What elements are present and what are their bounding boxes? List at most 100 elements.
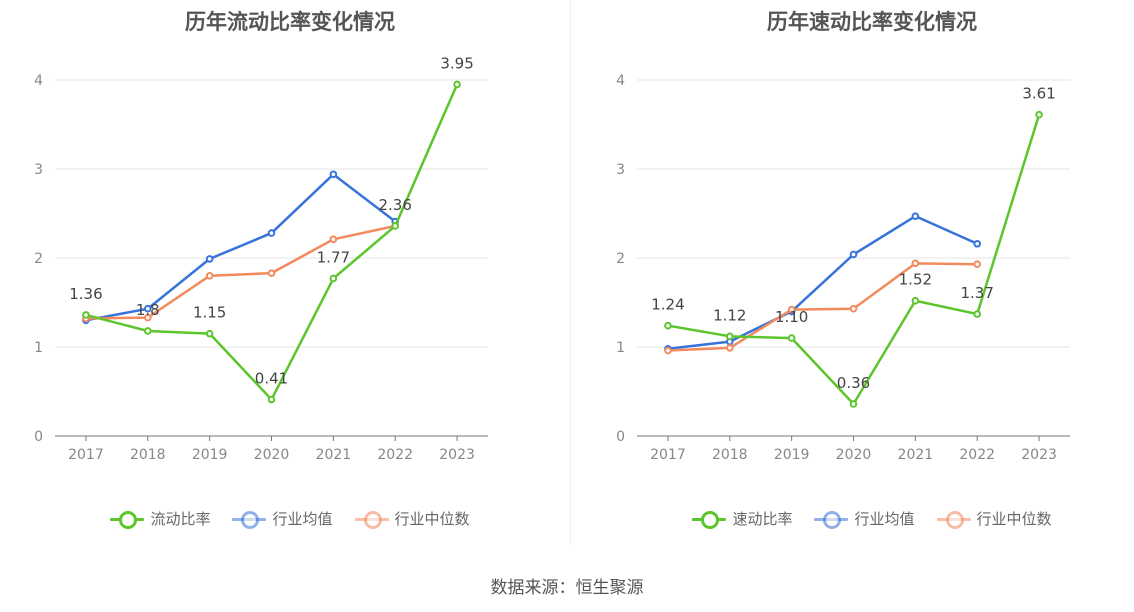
legend-item-industry-average[interactable]: 行业均值: [232, 508, 333, 529]
y-tick-label: 2: [616, 251, 625, 267]
data-label: 1.15: [193, 304, 226, 322]
data-point: [143, 304, 152, 313]
legend-item-current-ratio[interactable]: 流动比率: [110, 508, 210, 529]
data-label: 1.77: [317, 248, 350, 266]
chart-title: 历年速动比率变化情况: [767, 10, 977, 34]
x-tick-label: 2017: [68, 447, 104, 463]
legend-circle: [363, 510, 382, 529]
x-tick-label: 2021: [316, 447, 352, 463]
data-point: [911, 296, 920, 305]
data-point: [787, 305, 796, 314]
y-tick-label: 3: [616, 162, 625, 178]
data-point: [787, 334, 796, 342]
data-label: 3.95: [440, 54, 473, 72]
legend-label: 行业均值: [854, 510, 915, 528]
data-point: [1035, 110, 1043, 119]
data-point: [664, 321, 672, 330]
legend-marker-icon: [814, 510, 849, 529]
y-tick-label: 1: [34, 340, 43, 356]
legend-item-quick-ratio[interactable]: 速动比率: [692, 508, 792, 529]
data-point: [329, 235, 338, 244]
series-line: [667, 262, 978, 352]
chart-legend: 速动比率 行业均值 行业中位数: [592, 508, 1134, 529]
x-tick-label: 2023: [439, 447, 475, 463]
legend-label: 速动比率: [732, 510, 793, 528]
data-point: [329, 170, 338, 179]
x-tick-label: 2020: [836, 447, 872, 463]
chart-plot: 0 1 2 3 4 2017 2018 2019 2020 2021 2022 2023 1.36 1.8…: [34, 54, 488, 463]
legend-circle: [119, 510, 138, 529]
data-point: [267, 395, 276, 404]
x-tick-label: 2019: [774, 447, 810, 463]
x-tick-label: 2021: [898, 447, 934, 463]
x-tick-label: 2020: [254, 447, 290, 463]
x-tick-label: 2018: [130, 447, 166, 463]
chart-title: 历年流动比率变化情况: [185, 10, 395, 34]
data-point: [143, 327, 152, 335]
x-tick-label: 2022: [377, 447, 413, 463]
y-tick-label: 3: [34, 162, 43, 178]
legend-circle: [701, 510, 720, 529]
legend-circle: [945, 510, 964, 529]
y-tick-label: 1: [616, 340, 625, 356]
legend-label: 行业中位数: [394, 510, 470, 528]
y-tick-label: 0: [34, 429, 43, 445]
x-tick-label: 2022: [959, 447, 995, 463]
chart-plot: 0 1 2 3 4 2017 2018 2019 2020 2021 2022 2023 1.24 1.1…: [616, 73, 1070, 463]
series-line: [667, 114, 1041, 406]
legend-marker-icon: [936, 510, 971, 529]
data-point: [453, 80, 461, 89]
data-label: 1.24: [651, 296, 684, 314]
legend-marker-icon: [354, 510, 389, 529]
data-point: [725, 344, 734, 352]
data-point: [849, 250, 858, 259]
series-line: [85, 83, 459, 401]
data-point: [849, 304, 858, 313]
data-point: [267, 269, 276, 277]
y-tick-label: 2: [34, 251, 43, 267]
x-tick-label: 2017: [650, 447, 686, 463]
data-point: [391, 222, 400, 230]
legend-marker-icon: [232, 510, 267, 529]
data-label: 0.41: [255, 370, 288, 388]
data-point: [205, 329, 214, 338]
panel-divider: [570, 0, 571, 545]
legend-item-industry-median[interactable]: 行业中位数: [354, 508, 470, 529]
legend-marker-icon: [110, 510, 145, 529]
series-line: [85, 173, 396, 322]
data-point: [911, 259, 920, 268]
data-label: 1.10: [775, 308, 808, 326]
data-label: 1.52: [899, 271, 932, 289]
data-point: [205, 255, 214, 263]
data-point: [329, 274, 338, 283]
data-point: [143, 313, 152, 322]
data-point: [664, 346, 672, 355]
data-point: [849, 400, 858, 408]
data-point: [973, 310, 982, 318]
series-line: [667, 214, 978, 351]
legend-circle: [823, 510, 842, 529]
chart-legend: 流动比率 行业均值 行业中位数: [10, 508, 570, 529]
data-label: 1.36: [69, 285, 102, 303]
legend-label: 行业中位数: [976, 510, 1052, 528]
series-line: [85, 224, 396, 320]
data-source-note: 数据来源：恒生聚源: [490, 578, 644, 598]
y-tick-label: 4: [616, 73, 625, 89]
data-point: [725, 332, 734, 341]
legend-label: 流动比率: [150, 510, 211, 528]
x-tick-label: 2023: [1021, 447, 1057, 463]
data-point: [267, 229, 276, 237]
data-point: [973, 260, 982, 269]
data-label: 0.36: [837, 374, 870, 392]
y-tick-label: 0: [616, 429, 625, 445]
data-label: 2.36: [379, 196, 412, 214]
data-point: [205, 272, 214, 280]
legend-circle: [241, 510, 260, 529]
data-label: 1.8: [136, 301, 160, 319]
data-label: 1.12: [713, 306, 746, 324]
x-tick-label: 2019: [192, 447, 228, 463]
legend-label: 行业均值: [272, 510, 333, 528]
legend-item-industry-average[interactable]: 行业均值: [814, 508, 915, 529]
data-label: 3.61: [1022, 85, 1055, 103]
legend-item-industry-median[interactable]: 行业中位数: [936, 508, 1052, 529]
